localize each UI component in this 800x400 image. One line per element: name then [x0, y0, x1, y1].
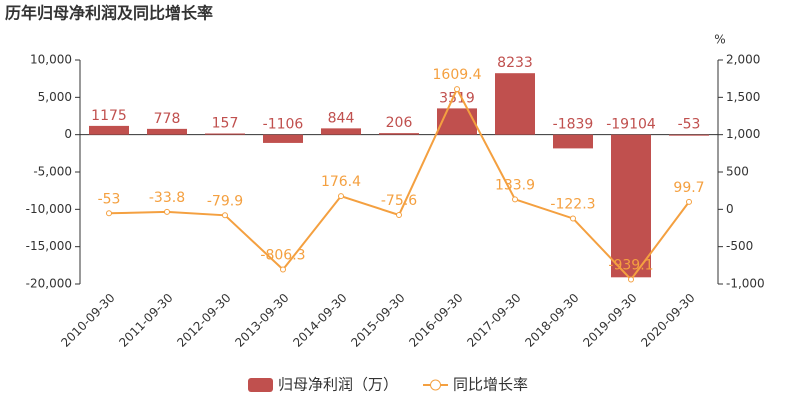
- y-tick-label: 5,000: [38, 90, 72, 104]
- x-tick-label: 2013-09-30: [232, 291, 291, 350]
- point-label: -79.9: [207, 193, 243, 209]
- point: [454, 86, 460, 93]
- bar-label: 8233: [497, 55, 533, 71]
- x-tick-label: 2012-09-30: [174, 291, 233, 350]
- point: [628, 276, 634, 283]
- y-tick-label: -5,000: [33, 165, 72, 179]
- y2-tick-label: -500: [726, 239, 753, 253]
- x-tick-label: 2011-09-30: [116, 291, 175, 350]
- point-label: -939.1: [608, 257, 653, 273]
- bar-label: -53: [678, 117, 701, 133]
- point: [280, 266, 286, 273]
- point-label: 176.4: [321, 174, 361, 190]
- x-tick-label: 2020-09-30: [638, 291, 697, 350]
- y-tick-label: -15,000: [26, 239, 72, 253]
- bar: [553, 134, 593, 149]
- chart-title: 历年归母净利润及同比增长率: [5, 4, 213, 23]
- point-label: 133.9: [495, 177, 535, 193]
- bar: [89, 125, 129, 135]
- bar: [379, 133, 419, 135]
- x-tick-label: 2019-09-30: [580, 291, 639, 350]
- point: [106, 210, 112, 217]
- y2-tick-label: 500: [726, 165, 749, 179]
- point-label: 1609.4: [433, 67, 482, 83]
- point: [164, 208, 170, 215]
- x-tick-label: 2015-09-30: [348, 291, 407, 350]
- bar: [611, 134, 651, 278]
- point-label: -806.3: [260, 248, 305, 264]
- y-tick-label: 0: [64, 127, 72, 141]
- y-tick-label: -10,000: [26, 202, 72, 216]
- y2-tick-label: 0: [726, 202, 734, 216]
- x-tick-label: 2017-09-30: [464, 291, 523, 350]
- bar: [669, 134, 709, 136]
- point: [512, 196, 518, 203]
- legend-label: 同比增长率: [453, 376, 528, 394]
- y2-tick-label: 2,000: [726, 53, 760, 67]
- x-tick-label: 2016-09-30: [406, 291, 465, 350]
- bar-label: 206: [386, 115, 413, 131]
- point-label: 99.7: [673, 180, 704, 196]
- point-label: -75.6: [381, 193, 417, 209]
- y-tick-label: 10,000: [30, 53, 72, 67]
- bar-label: -1839: [553, 117, 594, 133]
- y-tick-label: -20,000: [26, 277, 72, 291]
- bar-label: -1106: [263, 117, 304, 133]
- bar: [495, 73, 535, 135]
- y2-tick-label: -1,000: [726, 277, 765, 291]
- bar-label: 778: [154, 111, 181, 127]
- x-tick-label: 2018-09-30: [522, 291, 581, 350]
- bar-label: 3519: [439, 90, 475, 106]
- point: [222, 212, 228, 219]
- point: [338, 193, 344, 200]
- x-tick-label: 2014-09-30: [290, 291, 349, 350]
- point-label: -53: [98, 191, 121, 207]
- bar: [205, 133, 245, 135]
- legend-swatch: [430, 379, 442, 391]
- point: [570, 215, 576, 222]
- bar-label: 844: [328, 110, 355, 126]
- bar-label: 1175: [91, 108, 127, 124]
- point: [686, 198, 692, 205]
- point-label: -122.3: [550, 196, 595, 212]
- bar-label: -19104: [606, 117, 656, 133]
- bar-label: 157: [212, 115, 239, 131]
- x-tick-label: 2010-09-30: [58, 291, 117, 350]
- legend-label: 归母净利润（万）: [278, 376, 398, 394]
- point-label: -33.8: [149, 190, 185, 206]
- y2-tick-label: 1,000: [726, 127, 760, 141]
- point: [396, 211, 402, 218]
- y2-unit: %: [714, 33, 725, 47]
- bar: [147, 128, 187, 135]
- bar: [321, 128, 361, 135]
- legend-swatch: [248, 378, 273, 392]
- bar: [263, 134, 303, 143]
- y2-tick-label: 1,500: [726, 90, 760, 104]
